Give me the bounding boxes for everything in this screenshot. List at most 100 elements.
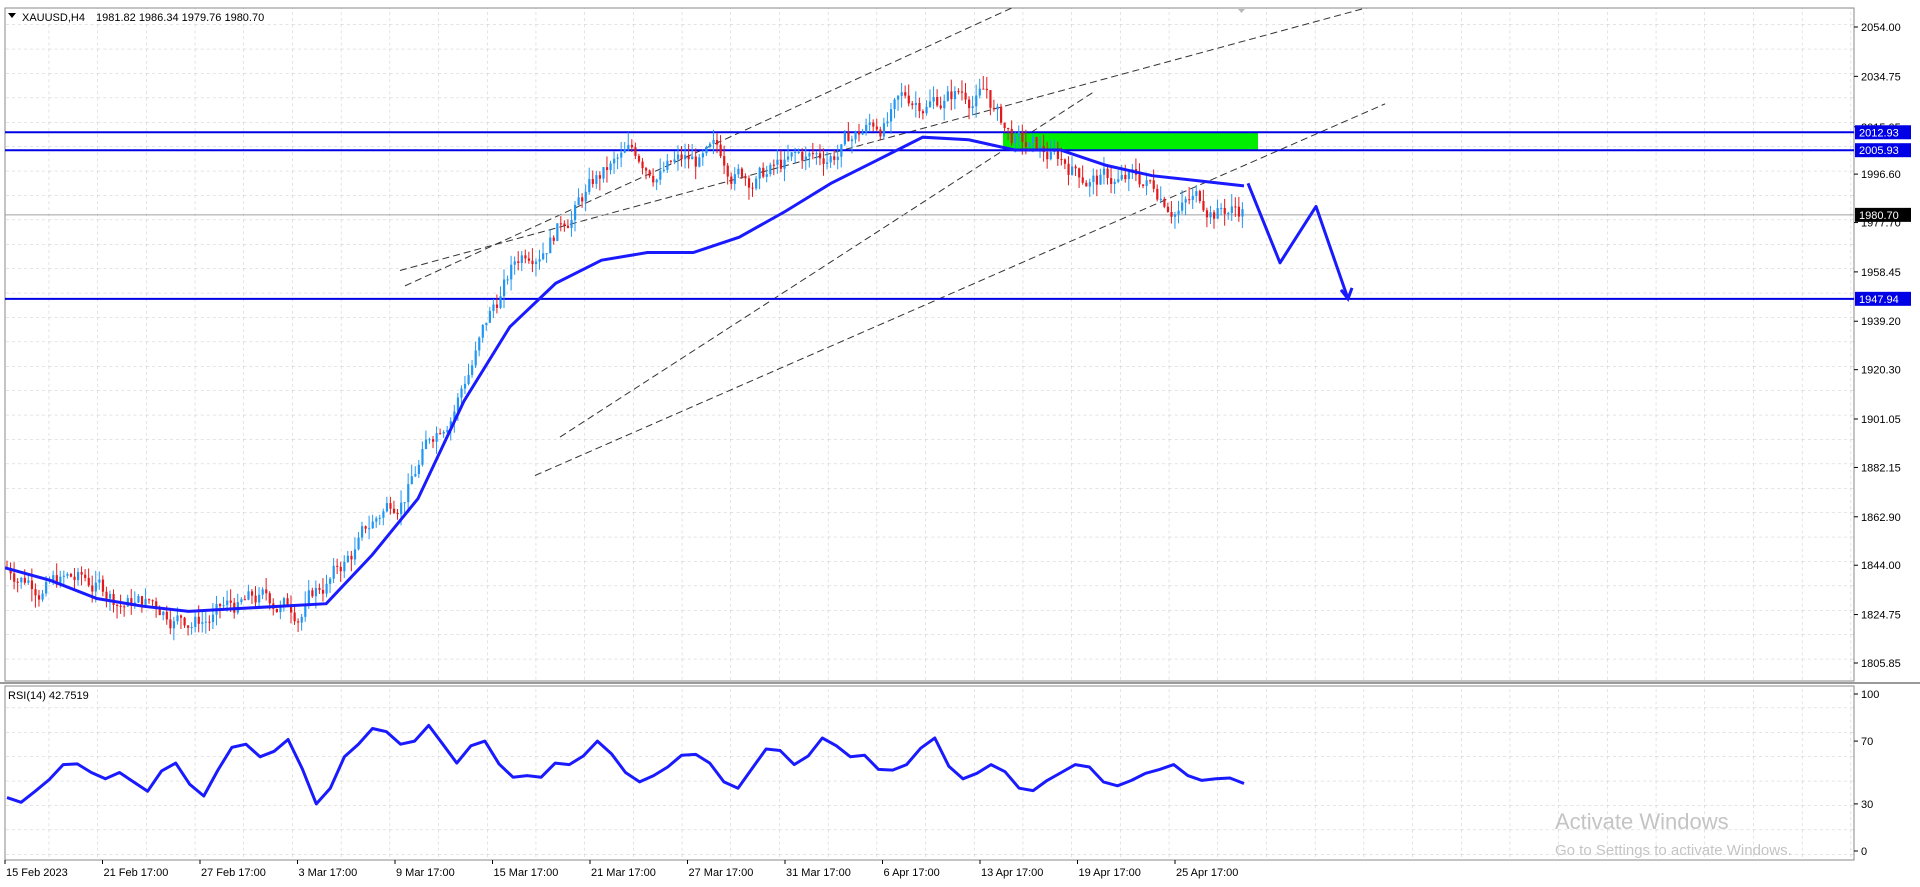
projection-arrow-path[interactable] (1246, 182, 1350, 300)
candle-body (609, 163, 612, 171)
candle-body (765, 174, 768, 177)
candle-body (187, 625, 190, 628)
candle-body (478, 337, 481, 351)
candle-body (978, 88, 981, 96)
candle-body (389, 503, 392, 509)
candle-body (1209, 212, 1212, 218)
candle-body (818, 153, 822, 159)
candle-body (1063, 159, 1067, 164)
candle-body (641, 161, 644, 169)
candle-body (1000, 106, 1003, 123)
candle-body (325, 583, 328, 594)
chart-symbol-title: XAUUSD,H4 (22, 12, 85, 24)
candle-body (410, 476, 413, 485)
rsi-line[interactable] (6, 723, 1245, 806)
dropdown-arrow-icon[interactable] (8, 13, 16, 18)
candle-body (300, 616, 303, 623)
candle-body (964, 92, 967, 100)
candle-body (1138, 174, 1141, 185)
candle-body (59, 576, 62, 585)
main-price-panel[interactable] (4, 7, 1855, 682)
candle-body (584, 191, 587, 202)
candle-body (471, 365, 474, 375)
candle-body (1223, 207, 1226, 214)
candle-body (247, 591, 250, 600)
candle-body (698, 157, 701, 167)
candle-body (992, 107, 996, 110)
price-level-tag (1855, 143, 1911, 158)
candle-body (346, 555, 349, 562)
candle-body (623, 149, 626, 153)
moving-average-line[interactable] (5, 135, 1245, 613)
candle-body (843, 132, 846, 145)
candle-body (243, 599, 247, 601)
candle-body (361, 526, 364, 538)
candle-body (385, 503, 389, 512)
candle-body (1024, 141, 1028, 147)
candle-body (499, 296, 502, 308)
candle-body (975, 95, 978, 107)
candle-body (1035, 136, 1038, 150)
candle-body (705, 146, 708, 154)
candle-body (925, 106, 928, 114)
candle-body (467, 374, 470, 384)
price-tick-label: 1958.45 (1861, 267, 1901, 279)
candle-body (474, 350, 477, 366)
candle-body (140, 596, 144, 606)
candle-body (1046, 152, 1049, 160)
candle-body (375, 518, 378, 522)
price-axis[interactable]: 2054.002034.752015.051996.601977.701958.… (1854, 22, 1901, 670)
candle-body (119, 605, 122, 607)
candle-body (517, 261, 520, 263)
candle-body (392, 508, 396, 513)
candle-body (400, 502, 403, 515)
candle-body (605, 167, 609, 171)
candle-body (1213, 212, 1216, 219)
price-tick-label: 1901.05 (1861, 414, 1901, 426)
rsi-tick-label: 100 (1861, 689, 1879, 701)
candle-body (740, 168, 744, 177)
rsi-tick-label: 70 (1861, 736, 1873, 748)
candle-body (329, 578, 332, 584)
candle-body (258, 594, 261, 603)
rsi-panel[interactable] (4, 685, 1855, 861)
candle-body (808, 153, 811, 157)
current-price-tag (1855, 207, 1911, 222)
price-tick-label: 1939.20 (1861, 316, 1901, 328)
candle-body (1031, 136, 1035, 143)
channel-line[interactable] (534, 103, 1386, 476)
candle-body (943, 100, 946, 109)
candle-body (1003, 122, 1006, 129)
candle-body (534, 261, 538, 265)
candle-body (176, 615, 179, 622)
candle-body (787, 156, 790, 160)
time-tick-label: 21 Mar 17:00 (591, 867, 656, 879)
candle-body (1099, 174, 1102, 185)
candle-body (179, 615, 183, 618)
candle-body (918, 102, 921, 112)
price-level-label: 2012.93 (1859, 127, 1899, 139)
scroll-marker-icon[interactable] (1238, 9, 1245, 13)
candlestick-series (6, 75, 1244, 641)
candle-body (1170, 212, 1173, 217)
time-tick-label: 27 Feb 17:00 (201, 867, 266, 879)
candle-body (968, 99, 971, 109)
candle-body (240, 599, 243, 603)
candle-body (627, 144, 630, 150)
resistance-zone[interactable] (1003, 132, 1258, 151)
candle-body (183, 617, 186, 626)
price-tick-label: 1844.00 (1861, 560, 1901, 572)
price-tick-label: 1920.30 (1861, 365, 1901, 377)
candle-body (836, 156, 839, 160)
candle-body (112, 593, 115, 605)
candle-body (229, 600, 232, 603)
candle-body (733, 174, 736, 184)
candle-body (421, 449, 424, 465)
candle-body (921, 111, 925, 114)
candle-body (481, 324, 484, 338)
horizontal-price-lines[interactable] (5, 131, 1854, 300)
candle-body (971, 106, 974, 109)
candle-body (428, 439, 431, 441)
time-axis[interactable]: 15 Feb 2023 21 Feb 17:00 27 Feb 17:00 3 Mar… (4, 860, 1238, 879)
